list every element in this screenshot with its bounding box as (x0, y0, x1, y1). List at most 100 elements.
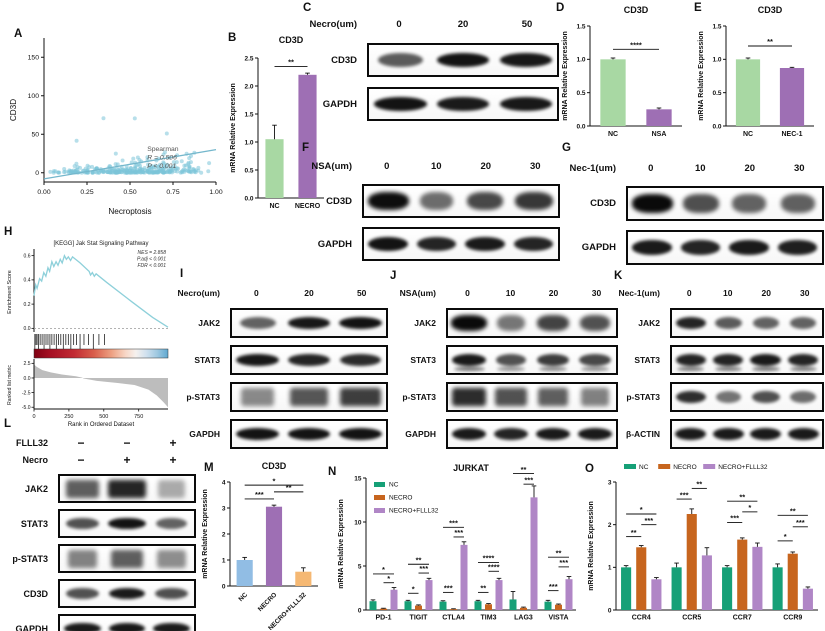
svg-text:mRNA Relative Expression: mRNA Relative Expression (202, 489, 209, 579)
protein-band (108, 517, 146, 530)
protein-label: STAT3 (634, 355, 660, 365)
protein-band (66, 587, 99, 600)
protein-band (64, 622, 101, 631)
protein-band (675, 317, 706, 329)
western-blot: NSA(um) 0 10 20 30 CD3D GAPDH (296, 158, 560, 261)
svg-text:mRNA Relative Expression: mRNA Relative Expression (588, 501, 595, 591)
svg-text:****: **** (630, 41, 642, 50)
svg-text:2.0: 2.0 (244, 83, 253, 90)
protein-band (239, 317, 276, 329)
protein-label: p-STAT3 (626, 392, 660, 402)
panel-label-j: J (390, 270, 397, 282)
svg-text:Spearman: Spearman (147, 146, 179, 153)
panel-a-correlation-scatter: A 0.00 0.25 0.50 0.75 1.00 0 50 100 150 Necroptos… (2, 24, 232, 220)
svg-text:**: ** (696, 480, 702, 489)
svg-text:10: 10 (354, 519, 362, 526)
svg-text:2: 2 (222, 531, 226, 538)
lane-dose-label: 0 (396, 19, 402, 30)
panel-i-jakstat-blot-necro: I Necro(um) 0 20 50 JAK2 STAT3 p-STAT3 GAPDH (172, 262, 388, 449)
svg-text:VISTA: VISTA (548, 615, 568, 622)
svg-text:NECRO: NECRO (295, 203, 321, 210)
panel-b-cd3d-qpcr-necro: B CD3D 0.0 0.5 1.0 1.5 2.0 2.5 mRNA Relative Ex… (226, 30, 332, 222)
svg-text:***: *** (454, 528, 463, 537)
svg-text:***: *** (730, 514, 739, 523)
blot-strip (362, 184, 560, 218)
svg-text:mRNA Relative Expression: mRNA Relative Expression (230, 83, 237, 173)
protein-band (537, 387, 569, 407)
protein-band (467, 191, 504, 211)
protein-band (287, 428, 331, 440)
svg-text:**: ** (556, 548, 562, 557)
svg-text:NC: NC (639, 464, 649, 471)
protein-band (108, 622, 146, 631)
panel-k-jakstat-blot-nec1: K Nec-1(um) 0 10 20 30 JAK2 STAT3 p-STAT3 β-ACTI… (608, 262, 824, 449)
protein-band (451, 428, 487, 440)
protein-label: GAPDH (317, 238, 352, 250)
protein-band (580, 387, 610, 407)
svg-text:CCR9: CCR9 (783, 615, 802, 622)
svg-text:mRNA Relative Expression: mRNA Relative Expression (338, 499, 345, 589)
blot-strip (670, 345, 824, 375)
protein-label: p-STAT3 (402, 392, 436, 402)
blot-strip (230, 308, 388, 338)
protein-band (236, 354, 279, 366)
svg-text:0.0: 0.0 (24, 326, 31, 332)
blot-strip (446, 345, 618, 375)
svg-text:NC: NC (743, 131, 753, 138)
svg-text:15: 15 (354, 475, 362, 482)
lane-dose-label: 10 (430, 161, 442, 172)
protein-band (514, 237, 554, 251)
protein-label: GAPDH (189, 429, 220, 439)
protein-band (579, 354, 611, 371)
svg-text:0: 0 (32, 414, 35, 420)
protein-band (66, 479, 99, 498)
svg-text:0.2: 0.2 (24, 302, 31, 308)
protein-band (288, 354, 330, 366)
svg-text:4: 4 (222, 479, 226, 486)
condition-label: Nec-1(um) (569, 163, 616, 174)
protein-label: JAK2 (638, 318, 660, 328)
protein-label: STAT3 (194, 355, 220, 365)
protein-band (675, 354, 706, 371)
protein-band (714, 317, 742, 329)
svg-text:CCR5: CCR5 (682, 615, 701, 622)
chart-svg: CD3D 0.0 0.5 1.0 1.5 2.0 2.5 mRNA Relative Expr… (230, 35, 324, 210)
condition-label: NSA(um) (399, 287, 436, 298)
lane-dose-label: 30 (800, 287, 810, 298)
protein-band (496, 314, 526, 332)
protein-band (437, 97, 489, 111)
protein-band (499, 53, 552, 67)
lane-dose-label: 10 (694, 163, 706, 174)
protein-label: JAK2 (24, 483, 48, 494)
svg-text:1: 1 (222, 557, 226, 564)
panel-label-h: H (4, 226, 13, 238)
svg-text:**: ** (631, 528, 637, 537)
panel-label-l: L (4, 418, 12, 430)
protein-band (108, 587, 146, 600)
svg-text:2.5: 2.5 (244, 55, 253, 62)
svg-text:***: *** (680, 490, 689, 499)
protein-band (514, 191, 553, 211)
protein-band (682, 193, 719, 214)
protein-band (338, 428, 382, 440)
lane-dose-label: 0 (384, 161, 390, 172)
protein-band (712, 428, 744, 440)
svg-text:CD3D: CD3D (758, 5, 783, 15)
svg-text:Necroptosis: Necroptosis (108, 207, 151, 216)
svg-text:1.0: 1.0 (712, 57, 721, 64)
svg-text:****: **** (488, 562, 500, 571)
svg-text:***: *** (444, 584, 453, 593)
protein-band (451, 387, 487, 407)
svg-text:0: 0 (608, 607, 612, 614)
protein-band (420, 191, 454, 211)
protein-label: CD3D (326, 195, 352, 207)
protein-band (287, 317, 331, 329)
lane-dose-label: 20 (548, 287, 559, 298)
svg-text:***: *** (524, 475, 533, 484)
lane-dose-label: + (123, 452, 131, 467)
svg-text:***: *** (796, 518, 805, 527)
blot-strip (230, 345, 388, 375)
chart-svg: JURKAT 0 5 10 15 mRNA Relative Expression PD-1… (338, 463, 576, 622)
svg-text:**: ** (286, 483, 292, 492)
svg-text:0.00: 0.00 (37, 189, 50, 196)
